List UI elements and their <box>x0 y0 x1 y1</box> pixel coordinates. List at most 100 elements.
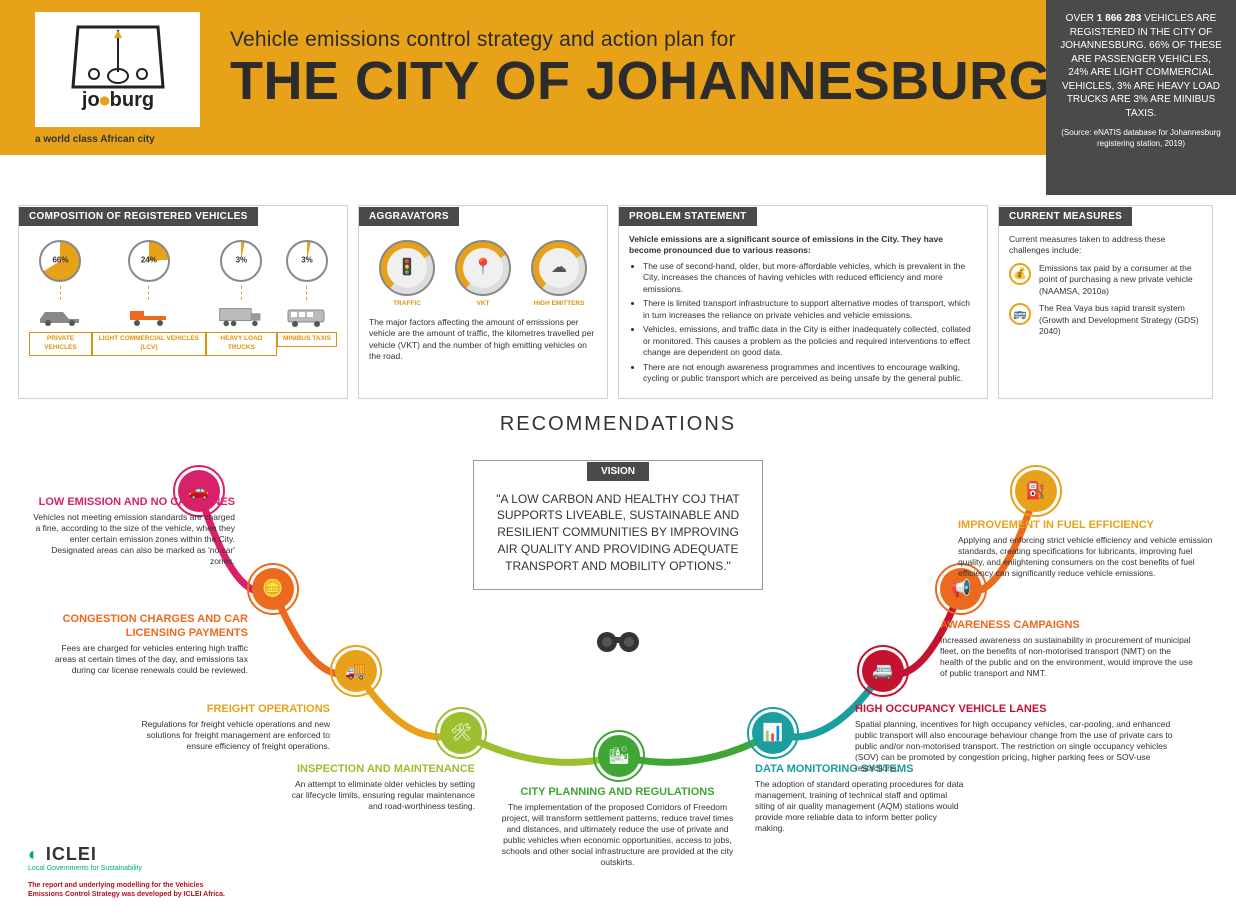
rec-body: An attempt to eliminate older vehicles b… <box>292 779 475 811</box>
measures-header: CURRENT MEASURES <box>999 207 1132 226</box>
rec-body: The adoption of standard operating proce… <box>755 779 963 833</box>
rec-text-congestion: CONGESTION CHARGES AND CAR LICENSING PAY… <box>48 612 248 677</box>
aggravator-label: TRAFFIC <box>379 300 435 309</box>
rec-body: Regulations for freight vehicle operatio… <box>141 719 330 751</box>
measure-text: The Rea Vaya bus rapid transit system (G… <box>1039 303 1202 337</box>
pie-pct: 66% <box>52 256 68 267</box>
rec-title: INSPECTION AND MAINTENANCE <box>290 762 475 776</box>
measure-item: 🚌 The Rea Vaya bus rapid transit system … <box>1009 303 1202 337</box>
joburg-logo-icon: jo⦁burg <box>48 22 188 112</box>
aggravators-card: AGGRAVATORS 🚦 TRAFFIC 📍 VKT ☁ HIGH EMITT… <box>358 205 608 399</box>
rec-body: Applying and enforcing strict vehicle ef… <box>958 535 1213 578</box>
rec-title: FREIGHT OPERATIONS <box>130 702 330 716</box>
problem-header: PROBLEM STATEMENT <box>619 207 757 226</box>
rec-text-hov-lanes: HIGH OCCUPANCY VEHICLE LANES Spatial pla… <box>855 702 1175 775</box>
stat-box: OVER 1 866 283 VEHICLES ARE REGISTERED I… <box>1046 0 1236 195</box>
aggravator-item: 🚦 TRAFFIC <box>379 240 435 309</box>
rec-text-fuel-efficiency: IMPROVEMENT IN FUEL EFFICIENCY Applying … <box>958 518 1213 579</box>
composition-card: COMPOSITION OF REGISTERED VEHICLES 66% P… <box>18 205 348 399</box>
rec-text-low-emission: LOW EMISSION AND NO CAR ZONES Vehicles n… <box>30 495 235 568</box>
recommendations-title: RECOMMENDATIONS <box>0 413 1236 436</box>
rec-title: HIGH OCCUPANCY VEHICLE LANES <box>855 702 1175 716</box>
rec-node-congestion: 🪙 <box>252 568 294 610</box>
vehicle-icon <box>216 304 266 328</box>
vision-text: "A LOW CARBON AND HEALTHY COJ THAT SUPPO… <box>474 481 762 589</box>
measure-icon: 🚌 <box>1009 303 1031 325</box>
composition-label: HEAVY LOAD TRUCKS <box>206 332 277 356</box>
pie-pct: 3% <box>236 256 248 267</box>
pie-icon: 3% <box>286 240 328 282</box>
rec-text-freight: FREIGHT OPERATIONS Regulations for freig… <box>130 702 330 752</box>
rec-node-data-monitoring: 📊 <box>752 712 794 754</box>
aggravator-item: 📍 VKT <box>455 240 511 309</box>
rec-body: Fees are charged for vehicles entering h… <box>55 643 248 675</box>
rec-title: AWARENESS CAMPAIGNS <box>940 618 1195 632</box>
gauge-icon: 📍 <box>455 240 511 296</box>
rec-title: IMPROVEMENT IN FUEL EFFICIENCY <box>958 518 1213 532</box>
composition-label: LIGHT COMMERCIAL VEHICLES (LCV) <box>92 332 206 356</box>
measure-text: Emissions tax paid by a consumer at the … <box>1039 263 1202 297</box>
rec-body: Increased awareness on sustainability in… <box>940 635 1193 678</box>
problem-card: PROBLEM STATEMENT Vehicle emissions are … <box>618 205 988 399</box>
iclei-sub: Local Governments for Sustainability <box>28 865 228 872</box>
measure-item: 💰 Emissions tax paid by a consumer at th… <box>1009 263 1202 297</box>
recommendations-area: VISION "A LOW CARBON AND HEALTHY COJ THA… <box>0 440 1236 920</box>
header: jo⦁burg a world class African city Vehic… <box>0 0 1236 155</box>
gauge-icon: 🚦 <box>379 240 435 296</box>
stat-text: OVER 1 866 283 VEHICLES ARE REGISTERED I… <box>1060 13 1222 119</box>
vehicle-icon <box>35 304 85 328</box>
rec-text-awareness: AWARENESS CAMPAIGNS Increased awareness … <box>940 618 1195 679</box>
aggravators-text: The major factors affecting the amount o… <box>369 317 597 363</box>
rec-node-freight: 🚚 <box>335 650 377 692</box>
pie-pct: 3% <box>301 256 313 267</box>
vision-box: VISION "A LOW CARBON AND HEALTHY COJ THA… <box>473 460 763 590</box>
measures-intro: Current measures taken to address these … <box>1009 234 1202 257</box>
vehicle-icon <box>282 304 332 328</box>
problem-list: The use of second-hand, older, but more-… <box>629 261 977 385</box>
problem-intro: Vehicle emissions are a significant sour… <box>629 234 977 257</box>
iclei-block: ◐ ICLEI Local Governments for Sustainabi… <box>28 844 228 900</box>
problem-bullet: The use of second-hand, older, but more-… <box>643 261 977 295</box>
rec-title: LOW EMISSION AND NO CAR ZONES <box>30 495 235 509</box>
iclei-logo: ◐ ICLEI <box>28 844 228 865</box>
tagline: a world class African city <box>35 134 200 145</box>
rec-body: Spatial planning, incentives for high oc… <box>855 719 1173 773</box>
vision-header: VISION <box>587 462 649 481</box>
composition-label: MINIBUS TAXIS <box>277 332 337 347</box>
rec-node-hov-lanes: 🚐 <box>862 650 904 692</box>
rec-title: CONGESTION CHARGES AND CAR LICENSING PAY… <box>48 612 248 641</box>
problem-bullet: There are not enough awareness programme… <box>643 362 977 385</box>
pie-icon: 3% <box>220 240 262 282</box>
pie-icon: 24% <box>128 240 170 282</box>
stat-source: (Source: eNATIS database for Johannesbur… <box>1060 128 1222 150</box>
rec-text-inspection: INSPECTION AND MAINTENANCE An attempt to… <box>290 762 475 812</box>
aggravator-item: ☁ HIGH EMITTERS <box>531 240 587 309</box>
composition-label: PRIVATE VEHICLES <box>29 332 92 356</box>
rec-text-city-planning: CITY PLANNING AND REGULATIONS The implem… <box>500 785 735 869</box>
rec-body: The implementation of the proposed Corri… <box>502 802 734 867</box>
rec-title: CITY PLANNING AND REGULATIONS <box>500 785 735 799</box>
svg-text:jo⦁burg: jo⦁burg <box>80 89 153 111</box>
logo-box: jo⦁burg <box>35 12 200 127</box>
composition-item: 24% LIGHT COMMERCIAL VEHICLES (LCV) <box>92 240 206 356</box>
gauge-icon: ☁ <box>531 240 587 296</box>
measures-card: CURRENT MEASURES Current measures taken … <box>998 205 1213 399</box>
composition-item: 3% HEAVY LOAD TRUCKS <box>206 240 277 356</box>
rec-body: Vehicles not meeting emission standards … <box>33 512 235 566</box>
measure-icon: 💰 <box>1009 263 1031 285</box>
aggravator-label: HIGH EMITTERS <box>531 300 587 309</box>
rec-node-inspection: 🛠 <box>440 712 482 754</box>
composition-header: COMPOSITION OF REGISTERED VEHICLES <box>19 207 258 226</box>
rec-node-fuel-efficiency: ⛽ <box>1015 470 1057 512</box>
pie-icon: 66% <box>39 240 81 282</box>
aggravator-label: VKT <box>455 300 511 309</box>
problem-bullet: There is limited transport infrastructur… <box>643 298 977 321</box>
rec-node-city-planning: 🏙 <box>598 735 640 777</box>
problem-bullet: Vehicles, emissions, and traffic data in… <box>643 324 977 358</box>
footer-note: The report and underlying modelling for … <box>28 882 228 900</box>
binoculars-icon <box>595 620 641 663</box>
composition-item: 3% MINIBUS TAXIS <box>277 240 337 356</box>
pie-pct: 24% <box>141 256 157 267</box>
vehicle-icon <box>124 304 174 328</box>
composition-item: 66% PRIVATE VEHICLES <box>29 240 92 356</box>
